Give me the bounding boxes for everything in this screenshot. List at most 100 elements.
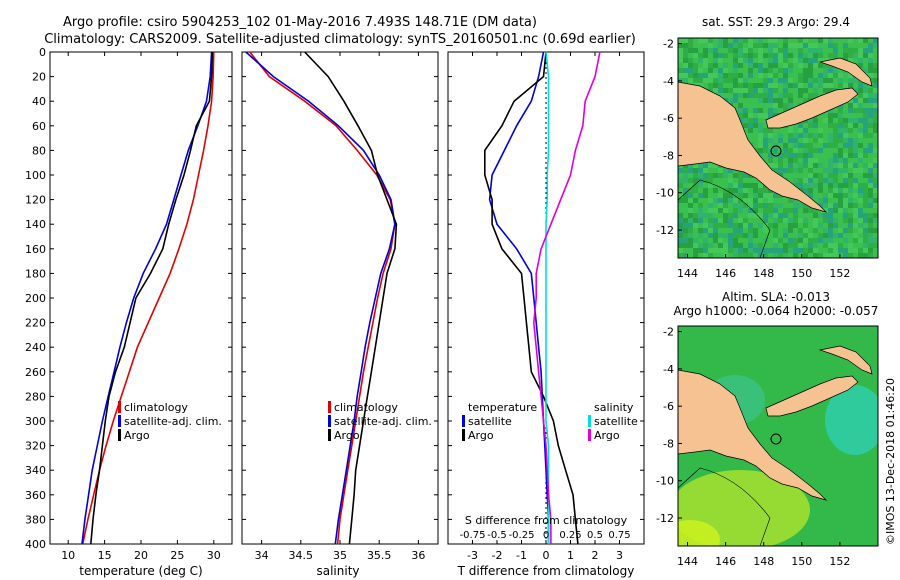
difference-profiles	[483, 51, 601, 545]
sst-cell	[838, 163, 843, 168]
sst-cell	[868, 158, 873, 163]
sst-cell	[853, 208, 858, 213]
sst-cell	[873, 188, 878, 193]
y-tick-label: 280	[25, 390, 46, 403]
sst-cell	[853, 43, 858, 48]
sst-cell	[728, 253, 733, 258]
sst-cell	[693, 53, 698, 58]
sst-cell	[738, 223, 743, 228]
sst-cell	[868, 58, 873, 63]
sst-cell	[708, 83, 713, 88]
sst-cell	[708, 213, 713, 218]
sst-cell	[733, 248, 738, 253]
sst-cell	[833, 153, 838, 158]
sst-cell	[803, 128, 808, 133]
sst-cell	[693, 208, 698, 213]
sst-cell	[843, 48, 848, 53]
sst-cell	[838, 173, 843, 178]
sst-cell	[808, 88, 813, 93]
sst-cell	[768, 238, 773, 243]
sst-cell	[708, 48, 713, 53]
sst-cell	[793, 218, 798, 223]
sst-cell	[723, 38, 728, 43]
sst-cell	[703, 218, 708, 223]
sst-cell	[773, 168, 778, 173]
sst-cell	[863, 188, 868, 193]
sst-cell	[703, 83, 708, 88]
sst-cell	[738, 193, 743, 198]
sst-cell	[763, 223, 768, 228]
sst-cell	[693, 203, 698, 208]
sst-cell	[873, 233, 878, 238]
sst-cell	[833, 128, 838, 133]
sst-cell	[698, 43, 703, 48]
sst-cell	[778, 83, 783, 88]
sst-cell	[743, 228, 748, 233]
sst-cell	[868, 173, 873, 178]
sst-cell	[863, 173, 868, 178]
sst-cell	[828, 213, 833, 218]
sst-cell	[808, 208, 813, 213]
sst-cell	[793, 83, 798, 88]
map-x-tick-label: 148	[753, 555, 774, 568]
sla-low-anomaly-2	[678, 520, 720, 546]
sst-cell	[708, 68, 713, 73]
sst-cell	[808, 238, 813, 243]
sst-cell	[718, 168, 723, 173]
sst-cell	[758, 218, 763, 223]
sst-cell	[738, 183, 743, 188]
sst-cell	[753, 113, 758, 118]
reef-contour	[678, 179, 771, 258]
sst-cell	[808, 48, 813, 53]
sla-map-title: Altim. SLA: -0.013	[722, 290, 830, 304]
sst-cell	[783, 223, 788, 228]
sst-cell	[843, 223, 848, 228]
salinity-profiles	[245, 51, 398, 545]
sst-cell	[863, 218, 868, 223]
sst-cell	[793, 248, 798, 253]
x-tick-label: 20	[134, 549, 148, 562]
sst-cell	[738, 178, 743, 183]
sst-cell	[708, 193, 713, 198]
sst-cell	[748, 118, 753, 123]
sst-cell	[853, 108, 858, 113]
sst-cell	[723, 168, 728, 173]
sst-cell	[798, 38, 803, 43]
sst-cell	[798, 183, 803, 188]
sst-cell	[773, 133, 778, 138]
sst-cell	[738, 203, 743, 208]
sst-cell	[868, 228, 873, 233]
sst-cell	[738, 103, 743, 108]
sst-cell	[813, 43, 818, 48]
sst-cell	[803, 173, 808, 178]
sst-cell	[858, 183, 863, 188]
sst-cell	[718, 223, 723, 228]
sst-cell	[798, 88, 803, 93]
sst-cell	[803, 68, 808, 73]
sst-cell	[813, 143, 818, 148]
sst-cell	[708, 78, 713, 83]
sst-cell	[763, 98, 768, 103]
sst-cell	[788, 223, 793, 228]
sst-cell	[838, 53, 843, 58]
sst-cell	[873, 253, 878, 258]
sst-cell	[823, 203, 828, 208]
sst-cell	[728, 83, 733, 88]
sst-cell	[868, 53, 873, 58]
sst-cell	[678, 188, 683, 193]
sst-cell	[818, 173, 823, 178]
sst-cell	[808, 138, 813, 143]
sst-cell	[793, 163, 798, 168]
sst-cell	[823, 208, 828, 213]
sst-cell	[773, 58, 778, 63]
sst-cell	[688, 183, 693, 188]
sst-cell	[843, 238, 848, 243]
sst-cell	[848, 173, 853, 178]
sst-cell	[793, 138, 798, 143]
sst-cell	[773, 88, 778, 93]
sst-cell	[873, 243, 878, 248]
sst-cell	[868, 208, 873, 213]
sst-cell	[738, 213, 743, 218]
sst-cell	[753, 88, 758, 93]
sst-cell	[808, 58, 813, 63]
